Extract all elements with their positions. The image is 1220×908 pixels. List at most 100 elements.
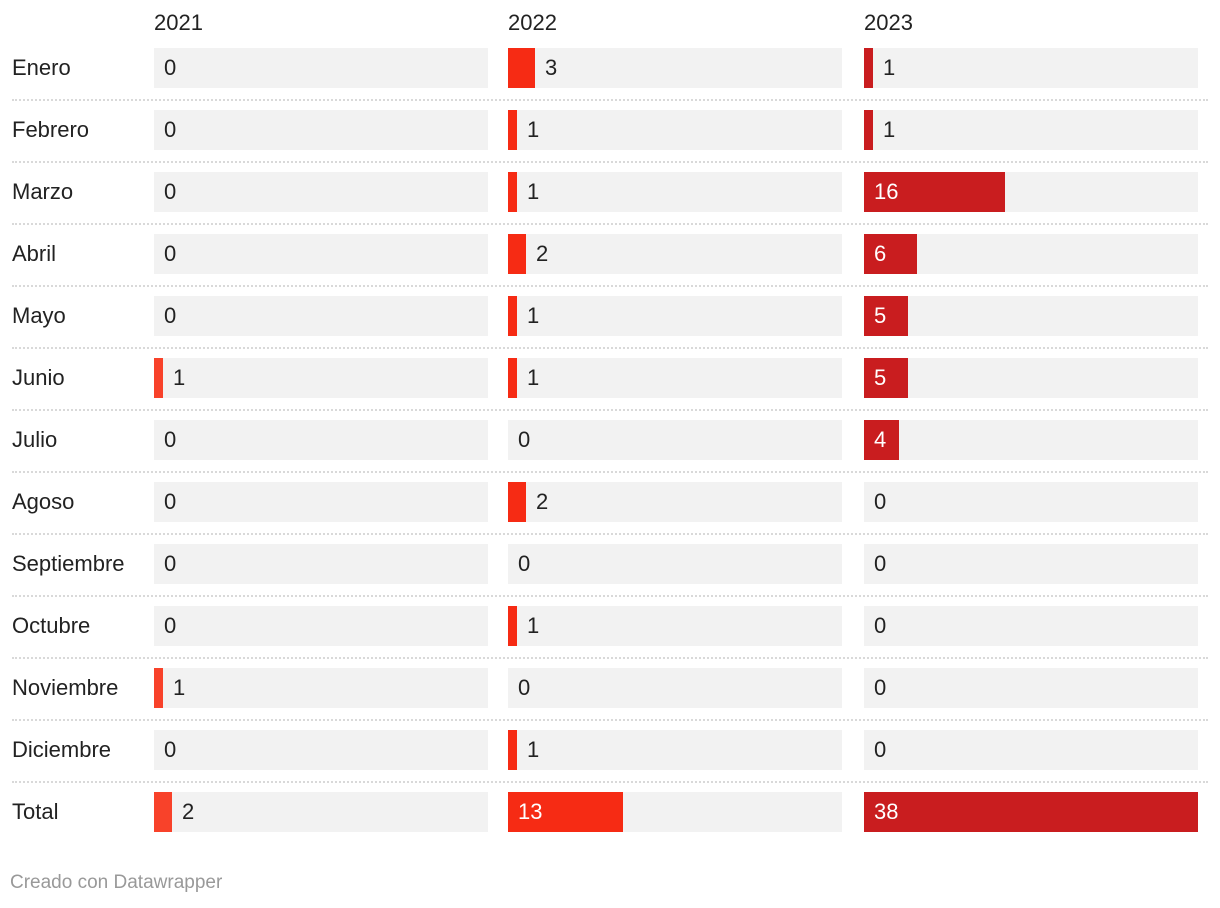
value-label-enero-2021: 0 — [164, 55, 177, 80]
bar-track-total-2021: 2 — [154, 792, 488, 832]
bar-track-junio-2023: 5 — [864, 358, 1198, 398]
bar-track-diciembre-2021: 0 — [154, 730, 488, 770]
row-divider — [12, 657, 1208, 659]
value-label-diciembre-2023: 0 — [874, 737, 887, 762]
value-label-abril-2023: 6 — [874, 241, 887, 266]
value-label-febrero-2022: 1 — [527, 117, 540, 142]
value-label-septiembre-2022: 0 — [518, 551, 531, 576]
row-label-octubre: Octubre — [12, 613, 91, 638]
bar-track-septiembre-2021: 0 — [154, 544, 488, 584]
row-divider — [12, 347, 1208, 349]
row-divider — [12, 471, 1208, 473]
row-divider — [12, 161, 1208, 163]
row-label-junio: Junio — [12, 365, 65, 390]
value-label-noviembre-2022: 0 — [518, 675, 531, 700]
bar-track-julio-2021: 0 — [154, 420, 488, 460]
value-label-diciembre-2021: 0 — [164, 737, 177, 762]
bar-marzo-2022 — [508, 172, 517, 212]
value-label-agoso-2021: 0 — [164, 489, 177, 514]
bar-track-diciembre-2023: 0 — [864, 730, 1198, 770]
bar-track-septiembre-2022: 0 — [508, 544, 842, 584]
row-label-total: Total — [12, 799, 59, 824]
bar-enero-2022 — [508, 48, 535, 88]
value-label-octubre-2021: 0 — [164, 613, 177, 638]
bar-noviembre-2021 — [154, 668, 163, 708]
bar-track-enero-2023: 1 — [864, 48, 1198, 88]
value-label-agoso-2022: 2 — [536, 489, 549, 514]
value-label-febrero-2023: 1 — [883, 117, 896, 142]
bar-track-agoso-2022: 2 — [508, 482, 842, 522]
bar-diciembre-2022 — [508, 730, 517, 770]
value-label-marzo-2021: 0 — [164, 179, 177, 204]
value-label-julio-2022: 0 — [518, 427, 531, 452]
value-label-enero-2022: 3 — [545, 55, 558, 80]
value-label-julio-2021: 0 — [164, 427, 177, 452]
value-label-octubre-2022: 1 — [527, 613, 540, 638]
column-header-2021: 2021 — [154, 10, 203, 35]
bar-track-julio-2022: 0 — [508, 420, 842, 460]
row-divider — [12, 595, 1208, 597]
value-label-julio-2023: 4 — [874, 427, 887, 452]
bar-track-noviembre-2023: 0 — [864, 668, 1198, 708]
bar-octubre-2022 — [508, 606, 517, 646]
bar-total-2021 — [154, 792, 172, 832]
bar-track-abril-2023: 6 — [864, 234, 1198, 274]
value-label-marzo-2023: 16 — [874, 179, 899, 204]
bar-track-octubre-2023: 0 — [864, 606, 1198, 646]
value-label-junio-2022: 1 — [527, 365, 540, 390]
bar-track-febrero-2021: 0 — [154, 110, 488, 150]
bar-track-mayo-2021: 0 — [154, 296, 488, 336]
bar-track-junio-2022: 1 — [508, 358, 842, 398]
bar-track-abril-2021: 0 — [154, 234, 488, 274]
bar-febrero-2022 — [508, 110, 517, 150]
value-label-diciembre-2022: 1 — [527, 737, 540, 762]
bar-track-octubre-2022: 1 — [508, 606, 842, 646]
bar-track-mayo-2022: 1 — [508, 296, 842, 336]
row-label-abril: Abril — [12, 241, 57, 266]
row-label-diciembre: Diciembre — [12, 737, 112, 762]
value-label-total-2023: 38 — [874, 799, 899, 824]
row-label-enero: Enero — [12, 55, 71, 80]
value-label-marzo-2022: 1 — [527, 179, 540, 204]
bar-agoso-2022 — [508, 482, 526, 522]
value-label-mayo-2023: 5 — [874, 303, 887, 328]
value-label-mayo-2021: 0 — [164, 303, 177, 328]
column-header-2022: 2022 — [508, 10, 557, 35]
value-label-agoso-2023: 0 — [874, 489, 887, 514]
bar-track-febrero-2023: 1 — [864, 110, 1198, 150]
bar-track-marzo-2023: 16 — [864, 172, 1198, 212]
row-divider — [12, 719, 1208, 721]
bar-track-agoso-2023: 0 — [864, 482, 1198, 522]
value-label-octubre-2023: 0 — [874, 613, 887, 638]
row-label-agoso: Agoso — [12, 489, 75, 514]
bar-track-julio-2023: 4 — [864, 420, 1198, 460]
value-label-total-2021: 2 — [182, 799, 195, 824]
row-divider — [12, 223, 1208, 225]
bar-febrero-2023 — [864, 110, 873, 150]
bar-total-2022 — [508, 792, 623, 832]
bar-track-marzo-2021: 0 — [154, 172, 488, 212]
bar-track-marzo-2022: 1 — [508, 172, 842, 212]
value-label-febrero-2021: 0 — [164, 117, 177, 142]
bar-track-noviembre-2021: 1 — [154, 668, 488, 708]
row-label-julio: Julio — [12, 427, 58, 452]
row-divider — [12, 409, 1208, 411]
bar-track-noviembre-2022: 0 — [508, 668, 842, 708]
row-label-marzo: Marzo — [12, 179, 74, 204]
bar-mayo-2023 — [864, 296, 908, 336]
row-divider — [12, 533, 1208, 535]
bar-track-septiembre-2023: 0 — [864, 544, 1198, 584]
bar-track-mayo-2023: 5 — [864, 296, 1198, 336]
bar-enero-2023 — [864, 48, 873, 88]
bar-abril-2022 — [508, 234, 526, 274]
value-label-total-2022: 13 — [518, 799, 543, 824]
bar-track-agoso-2021: 0 — [154, 482, 488, 522]
bar-junio-2023 — [864, 358, 908, 398]
bar-junio-2022 — [508, 358, 517, 398]
bar-marzo-2023 — [864, 172, 1005, 212]
value-label-noviembre-2021: 1 — [173, 675, 186, 700]
value-label-enero-2023: 1 — [883, 55, 896, 80]
value-label-septiembre-2023: 0 — [874, 551, 887, 576]
value-label-junio-2021: 1 — [173, 365, 186, 390]
